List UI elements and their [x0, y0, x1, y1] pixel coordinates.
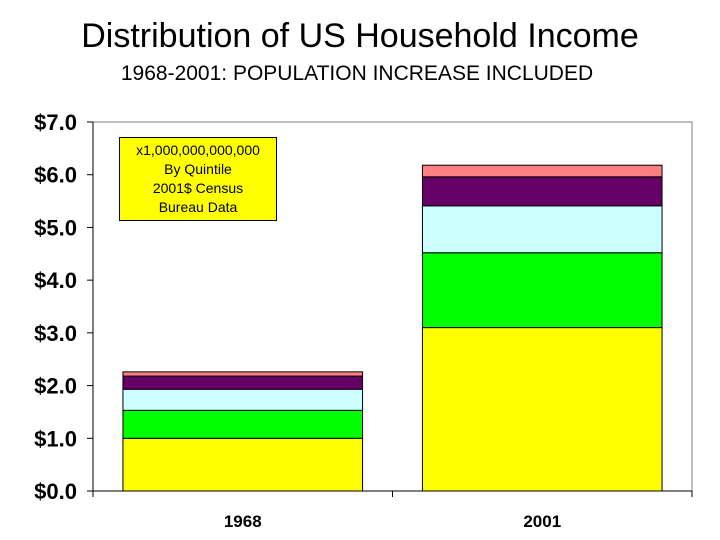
- bar-segment: [122, 371, 364, 377]
- y-axis: $0.0 $1.0 $2.0 $3.0 $4.0 $5.0 $6.0 $7.0: [34, 110, 94, 504]
- chart-subtitle: 1968-2001: POPULATION INCREASE INCLUDED: [120, 62, 594, 85]
- bar-segment: [421, 252, 663, 329]
- bar-segment: [122, 388, 364, 411]
- y-tick-label: $0.0: [34, 479, 77, 504]
- annotation-line: x1,000,000,000,000: [136, 142, 260, 158]
- bar-segment: [122, 437, 364, 492]
- chart-title: Distribution of US Household Income: [81, 17, 639, 55]
- y-tick-label: $1.0: [34, 426, 77, 451]
- y-tick-label: $3.0: [34, 321, 77, 346]
- y-tick-label: $2.0: [34, 374, 77, 399]
- bar-segment: [122, 409, 364, 439]
- annotation-line: By Quintile: [164, 161, 232, 177]
- y-tick-label: $4.0: [34, 268, 77, 293]
- bar-segment: [421, 164, 663, 178]
- bar-segment: [421, 327, 663, 492]
- annotation-box: x1,000,000,000,000 By Quintile 2001$ Cen…: [119, 137, 277, 221]
- y-tick-label: $5.0: [34, 215, 77, 240]
- bar-segment: [421, 176, 663, 207]
- bar-segment: [421, 205, 663, 254]
- y-tick-label: $6.0: [34, 163, 77, 188]
- bar-segment: [122, 375, 364, 390]
- bars-group: [122, 164, 663, 492]
- annotation-line: Bureau Data: [158, 199, 238, 215]
- x-tick-label: 2001: [523, 512, 561, 531]
- x-axis: 1968 2001: [92, 490, 693, 531]
- annotation-line: 2001$ Census: [152, 180, 244, 196]
- y-tick-label: $7.0: [34, 110, 77, 135]
- x-tick-label: 1968: [224, 512, 262, 531]
